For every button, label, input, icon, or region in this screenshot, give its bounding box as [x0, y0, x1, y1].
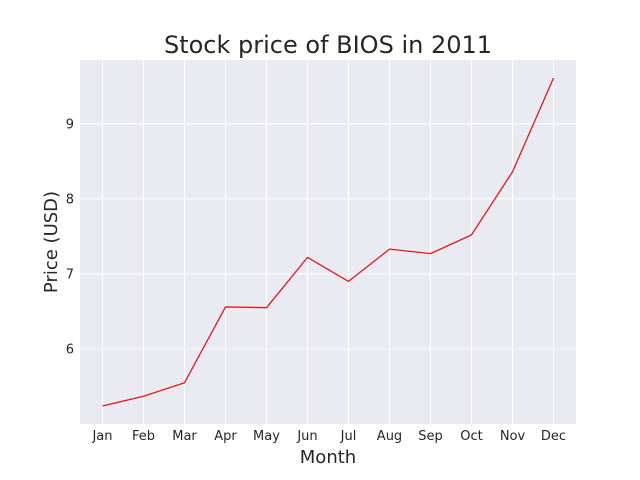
x-tick-label: May: [253, 429, 280, 444]
data-point: [552, 76, 556, 80]
x-tick-label: Jan: [91, 429, 112, 444]
y-tick-label: 9: [66, 117, 74, 132]
data-point: [101, 404, 105, 408]
data-point: [142, 394, 146, 398]
data-point: [388, 247, 392, 251]
x-axis-label: Month: [300, 447, 356, 468]
data-point: [347, 279, 351, 283]
x-tick-label: Feb: [132, 429, 155, 444]
series-group: [101, 76, 556, 408]
data-point: [306, 255, 310, 259]
data-point: [470, 233, 474, 237]
data-point: [511, 170, 515, 174]
y-axis-label: Price (USD): [41, 191, 62, 293]
x-tick-label: Dec: [541, 429, 566, 444]
x-tick-labels: Jan Feb Mar Apr May Jun Jul Aug Sep Oct Nov Dec: [91, 429, 566, 444]
y-tick-label: 6: [66, 342, 74, 357]
x-tick-label: Jun: [296, 429, 317, 444]
x-tick-label: Oct: [460, 429, 482, 444]
x-tick-label: Nov: [500, 429, 526, 444]
x-tick-label: Aug: [377, 429, 402, 444]
grid-lines: [80, 60, 576, 424]
data-point: [224, 305, 228, 309]
y-tick-label: 8: [66, 192, 74, 207]
y-tick-labels: 6 7 8 9: [66, 117, 74, 357]
x-tick-label: Sep: [418, 429, 443, 444]
data-point: [183, 381, 187, 385]
x-tick-label: Jul: [340, 429, 357, 444]
data-point: [429, 252, 433, 256]
data-point: [265, 306, 269, 310]
y-tick-label: 7: [66, 267, 74, 282]
series-line: [102, 77, 555, 407]
x-tick-label: Apr: [214, 429, 237, 444]
x-tick-label: Mar: [172, 429, 197, 444]
plot-area: [80, 60, 576, 424]
chart-title: Stock price of BIOS in 2011: [164, 31, 492, 59]
